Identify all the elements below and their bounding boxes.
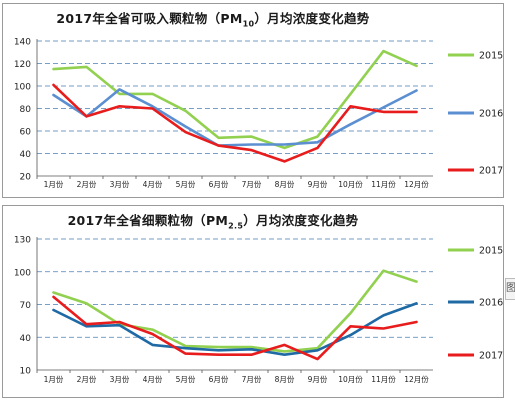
y-tick-label: 130 bbox=[14, 236, 31, 246]
y-tick-label: 100 bbox=[14, 83, 31, 93]
x-tick-label: 10月份 bbox=[338, 374, 363, 384]
series-line-2016 bbox=[52, 88, 418, 147]
legend-label: 2015年 bbox=[479, 50, 503, 62]
x-tick-label: 11月份 bbox=[371, 179, 396, 189]
y-tick-label: 40 bbox=[20, 150, 32, 160]
x-tick-label: 8月份 bbox=[275, 179, 295, 189]
series-line-2015 bbox=[52, 49, 418, 150]
x-tick-label: 5月份 bbox=[176, 179, 196, 189]
x-tick-label: 1月份 bbox=[44, 374, 64, 384]
pm25-line-chart: 10 40 70 100 130 1月份 2月份 3月份 4月份 5月份 6月份 7月份 8月份 9月份 1… bbox=[14, 236, 503, 385]
y-tick-label: 120 bbox=[14, 60, 31, 70]
x-tick-label: 10月份 bbox=[338, 179, 363, 189]
x-tick-label: 7月份 bbox=[242, 374, 262, 384]
x-tick-label: 9月份 bbox=[308, 179, 328, 189]
y-tick-label: 70 bbox=[20, 301, 32, 311]
y-tick-label: 140 bbox=[14, 38, 31, 48]
x-tick-label: 4月份 bbox=[143, 179, 163, 189]
x-tick-label: 4月份 bbox=[143, 374, 163, 384]
legend-label: 2017年 bbox=[479, 350, 503, 362]
x-tick-label: 3月份 bbox=[110, 374, 130, 384]
chart-title-prefix: 2017年全省可吸入颗粒物（PM bbox=[56, 11, 243, 26]
chart-title: 2017年全省细颗粒物（PM2.5）月均浓度变化趋势 bbox=[3, 210, 423, 231]
legend-label: 2016年 bbox=[479, 297, 503, 309]
y-tick-label: 100 bbox=[14, 268, 31, 278]
y-tick-label: 10 bbox=[20, 367, 32, 377]
chart-title-subscript: 2.5 bbox=[228, 221, 244, 231]
x-tick-label: 11月份 bbox=[371, 374, 396, 384]
series-line-2015 bbox=[52, 269, 418, 353]
y-tick-label: 80 bbox=[20, 105, 32, 115]
series-line-2017 bbox=[52, 295, 418, 361]
legend-label: 2015年 bbox=[479, 245, 503, 257]
x-tick-label: 2月份 bbox=[77, 179, 97, 189]
chart-title-suffix: ）月均浓度变化趋势 bbox=[254, 11, 370, 26]
side-tab[interactable]: 图 bbox=[505, 278, 515, 300]
x-tick-label: 12月份 bbox=[404, 179, 429, 189]
legend-label: 2016年 bbox=[479, 108, 503, 120]
x-tick-label: 2月份 bbox=[77, 374, 97, 384]
x-tick-label: 7月份 bbox=[242, 179, 262, 189]
chart-title-prefix: 2017年全省细颗粒物（PM bbox=[67, 213, 229, 228]
chart-title: 2017年全省可吸入颗粒物（PM10）月均浓度变化趋势 bbox=[3, 8, 423, 29]
pm10-line-chart: 20 40 60 80 100 120 140 1月份 2月份 3月份 4月份 5月份 6月份 7月份 8月… bbox=[14, 38, 503, 190]
x-tick-label: 8月份 bbox=[275, 374, 295, 384]
x-tick-label: 12月份 bbox=[404, 374, 429, 384]
x-tick-label: 3月份 bbox=[110, 179, 130, 189]
x-tick-label: 6月份 bbox=[209, 179, 229, 189]
x-tick-label: 6月份 bbox=[209, 374, 229, 384]
series-line-2016 bbox=[52, 302, 418, 356]
y-tick-label: 20 bbox=[20, 173, 32, 183]
legend-label: 2017年 bbox=[479, 165, 503, 177]
y-tick-label: 40 bbox=[20, 334, 32, 344]
x-tick-label: 1月份 bbox=[44, 179, 64, 189]
series-line-2017 bbox=[52, 83, 418, 163]
x-tick-label: 9月份 bbox=[308, 374, 328, 384]
chart-title-subscript: 10 bbox=[242, 19, 255, 29]
pm25-chart-panel: 2017年全省细颗粒物（PM2.5）月均浓度变化趋势 10 40 70 100 130 1… bbox=[2, 205, 504, 398]
x-tick-label: 5月份 bbox=[176, 374, 196, 384]
y-tick-label: 60 bbox=[20, 128, 32, 138]
chart-title-suffix: ）月均浓度变化趋势 bbox=[243, 213, 359, 228]
pm10-chart-panel: 2017年全省可吸入颗粒物（PM10）月均浓度变化趋势 20 40 60 80 100 1… bbox=[2, 3, 504, 198]
